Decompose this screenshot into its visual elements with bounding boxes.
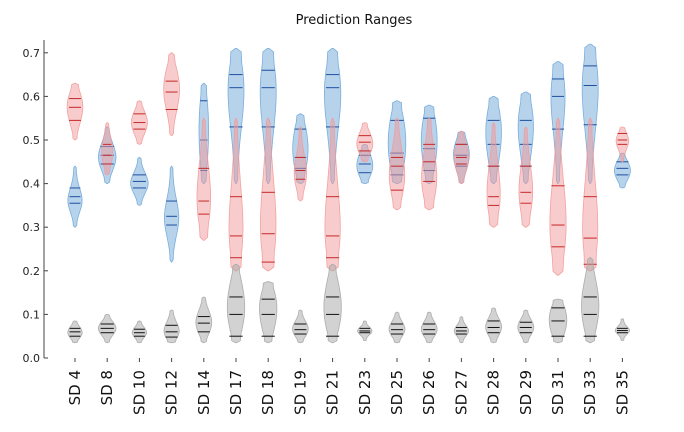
x-tick-label: SD 18 bbox=[259, 370, 277, 415]
violin-body bbox=[388, 311, 406, 344]
y-tick-label: 0.4 bbox=[23, 178, 41, 191]
x-tick-label: SD 4 bbox=[66, 370, 84, 405]
x-tick-label: SD 29 bbox=[517, 370, 535, 415]
x-tick-label: SD 27 bbox=[452, 370, 470, 415]
violin-group-sd-28 bbox=[485, 96, 503, 344]
x-tick-label: SD 31 bbox=[549, 370, 567, 415]
x-tick-label: SD 17 bbox=[227, 370, 245, 415]
violin-body bbox=[131, 320, 147, 344]
x-tick-label: SD 19 bbox=[291, 370, 309, 415]
violin-body bbox=[163, 52, 180, 136]
violin-body bbox=[518, 126, 533, 228]
violin-body bbox=[453, 316, 470, 344]
x-tick-label: SD 14 bbox=[195, 370, 213, 415]
violin-group-sd-27 bbox=[453, 130, 470, 344]
x-tick-label: SD 8 bbox=[98, 370, 116, 405]
violin-body bbox=[66, 82, 84, 141]
violin-body bbox=[260, 117, 277, 272]
violin-group-sd-35 bbox=[614, 126, 631, 341]
violin-body bbox=[293, 126, 307, 202]
violin-body bbox=[227, 48, 245, 184]
violin-body bbox=[292, 309, 309, 344]
violin-body bbox=[163, 309, 180, 344]
chart-title: Prediction Ranges bbox=[296, 13, 413, 28]
y-tick-label: 0.2 bbox=[23, 265, 41, 278]
x-tick-label: SD 12 bbox=[163, 370, 181, 415]
violin-body bbox=[581, 43, 599, 184]
x-axis-ticks: SD 4 SD 8 SD 10 SD 12 SD 14 SD 17 SD 18 SD 19 SD… bbox=[66, 358, 631, 415]
violin-group-sd-18 bbox=[259, 48, 278, 344]
violin-group-sd-21 bbox=[323, 48, 342, 344]
violin-group-sd-10 bbox=[130, 100, 149, 344]
x-tick-label: SD 25 bbox=[388, 370, 406, 415]
violin-body bbox=[195, 296, 213, 344]
violin-body bbox=[614, 318, 630, 341]
violin-group-sd-12 bbox=[163, 52, 180, 344]
violin-body bbox=[228, 117, 244, 272]
violin-body bbox=[259, 281, 278, 344]
violin-group-sd-19 bbox=[292, 113, 309, 344]
violin-body bbox=[485, 307, 503, 344]
violin-body bbox=[164, 165, 180, 263]
x-tick-label: SD 10 bbox=[130, 370, 148, 415]
violin-body bbox=[226, 263, 246, 344]
y-axis-ticks: 0.0 0.1 0.2 0.3 0.4 0.5 0.6 0.7 bbox=[23, 47, 48, 365]
violin-body bbox=[517, 309, 535, 344]
violin-body bbox=[421, 117, 438, 211]
violin-group-sd-8 bbox=[98, 122, 117, 344]
y-tick-label: 0.5 bbox=[23, 134, 41, 147]
violin-body bbox=[324, 117, 341, 272]
y-tick-label: 0.3 bbox=[23, 221, 41, 234]
violin-body bbox=[581, 257, 600, 344]
violin-body bbox=[420, 311, 438, 344]
violin-body bbox=[259, 48, 277, 184]
y-tick-label: 0.1 bbox=[23, 308, 41, 321]
violin-body bbox=[582, 117, 599, 272]
violin-plot-area bbox=[66, 43, 631, 344]
violin-group-sd-33 bbox=[581, 43, 600, 344]
y-tick-label: 0.7 bbox=[23, 47, 41, 60]
violin-group-sd-17 bbox=[226, 48, 246, 344]
x-tick-label: SD 21 bbox=[324, 370, 342, 415]
violin-group-sd-14 bbox=[195, 82, 213, 344]
x-tick-label: SD 33 bbox=[581, 370, 599, 415]
violin-group-sd-25 bbox=[387, 100, 407, 344]
violin-group-sd-29 bbox=[517, 91, 535, 344]
x-tick-label: SD 35 bbox=[613, 370, 631, 415]
x-tick-label: SD 28 bbox=[485, 370, 503, 415]
x-tick-label: SD 26 bbox=[420, 370, 438, 415]
y-tick-label: 0.6 bbox=[23, 90, 41, 103]
violin-group-sd-4 bbox=[66, 82, 84, 344]
violin-body bbox=[549, 117, 567, 276]
violin-body bbox=[324, 48, 342, 184]
violin-group-sd-31 bbox=[548, 61, 568, 344]
violin-body bbox=[323, 263, 342, 344]
violin-body bbox=[196, 117, 211, 241]
violin-body bbox=[486, 122, 501, 228]
x-tick-label: SD 23 bbox=[356, 370, 374, 415]
violin-body bbox=[101, 122, 114, 176]
violin-body bbox=[388, 117, 406, 211]
violin-group-sd-23 bbox=[356, 122, 374, 341]
y-tick-label: 0.0 bbox=[23, 352, 41, 365]
violin-group-sd-26 bbox=[420, 104, 438, 344]
